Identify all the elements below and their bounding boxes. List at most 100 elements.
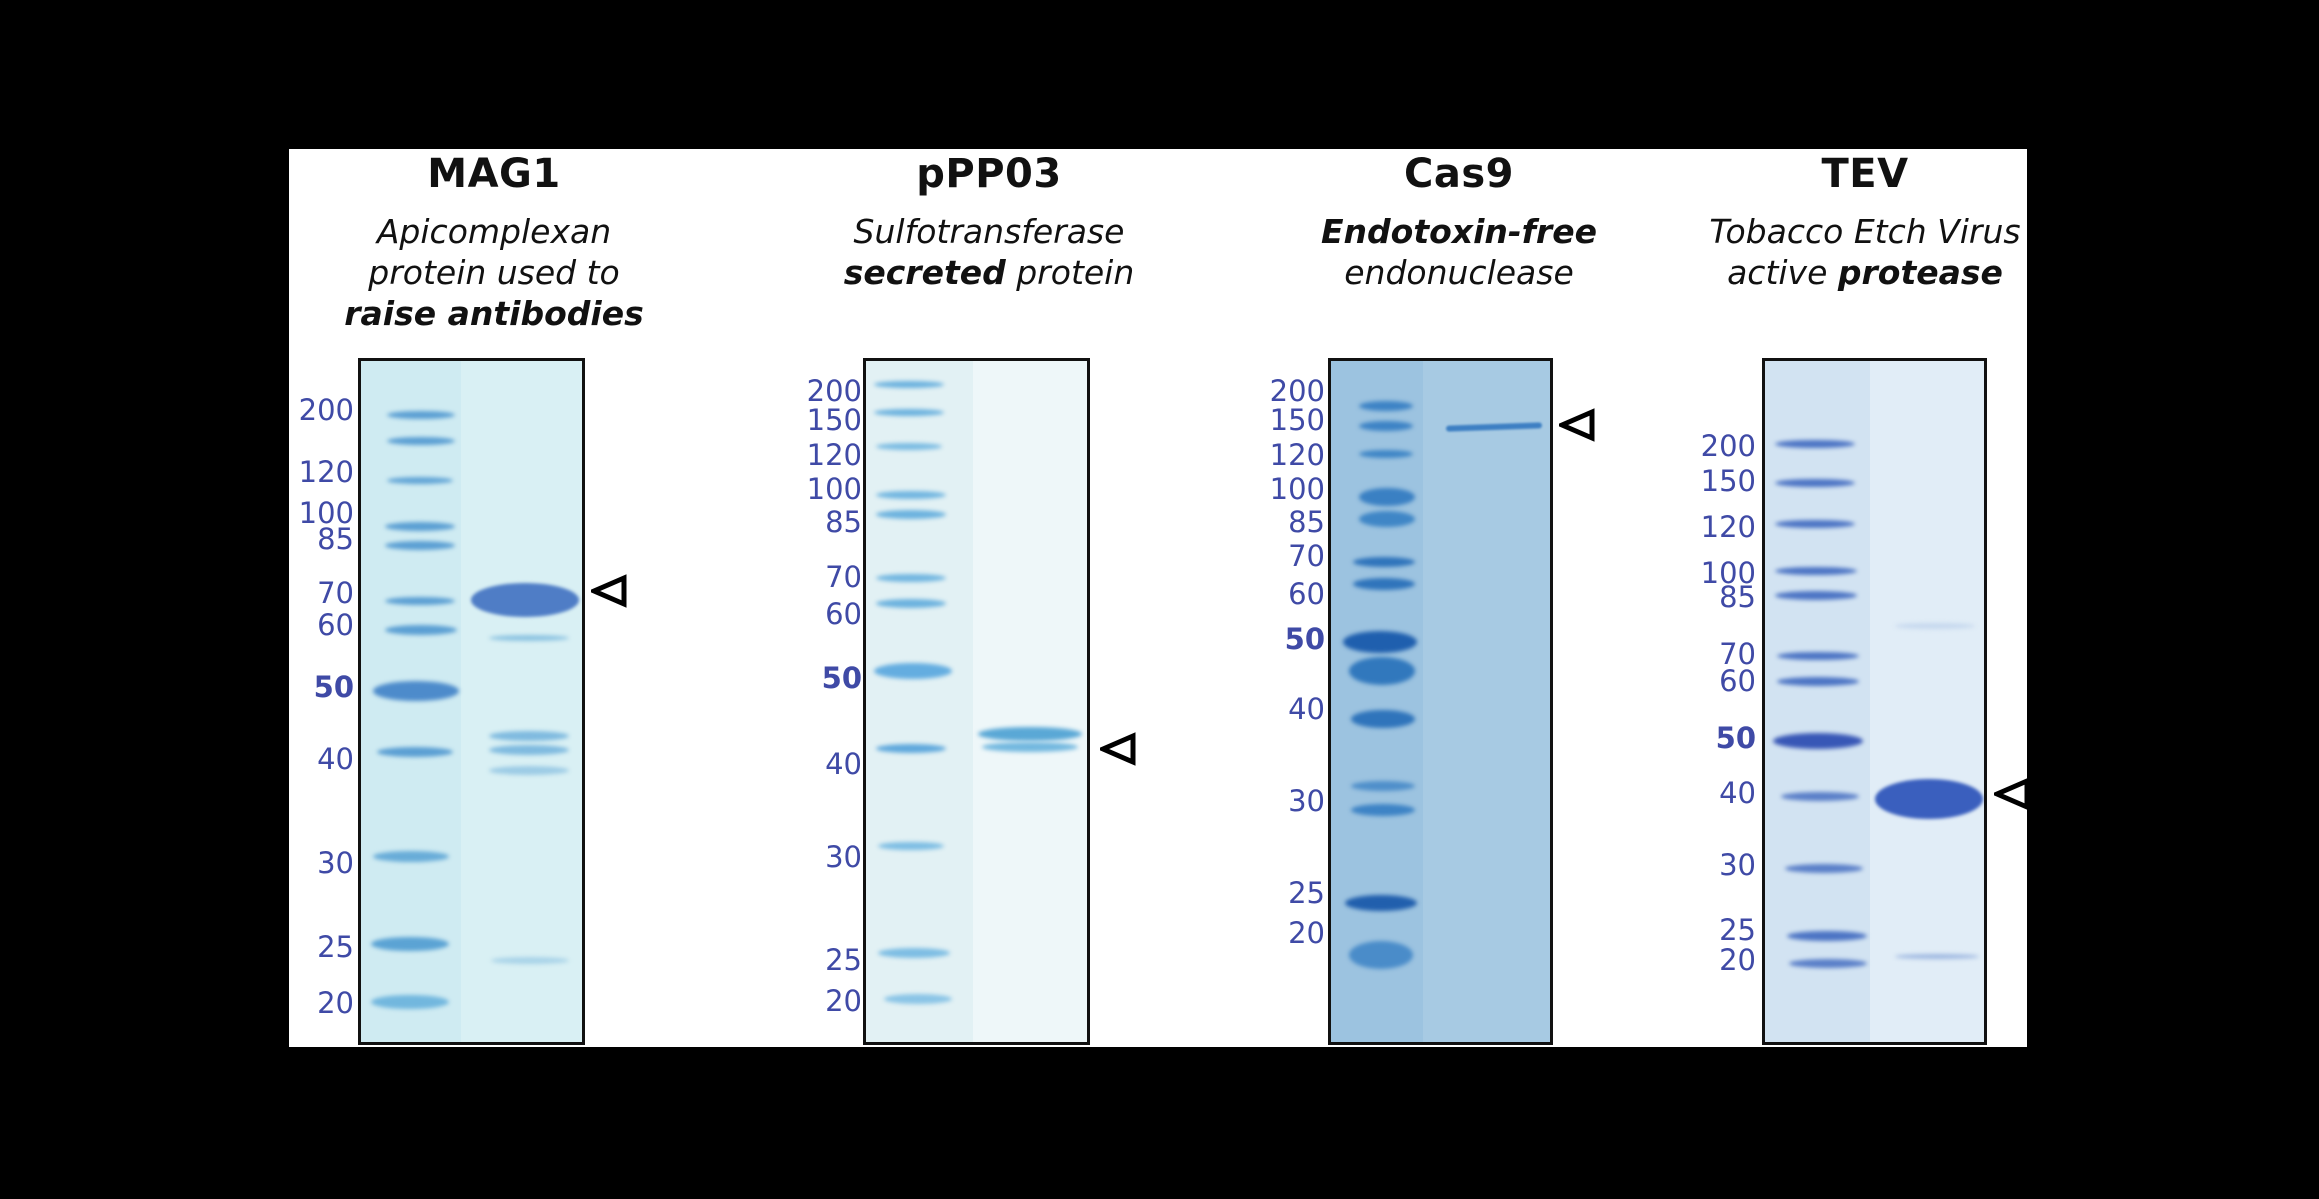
gel-column-mag1: MAG1 Apicomplexan protein used to raise … [289,149,719,1047]
ladder-label: 60 [1719,664,1756,698]
gel-title: MAG1 [427,151,561,197]
ladder-band [1349,657,1415,685]
ladder-label: 100 [1269,472,1325,506]
ladder-label: 40 [317,742,354,776]
ladder-label: 100 [806,472,862,506]
sample-band [1895,623,1975,629]
target-band-arrow-icon [1100,732,1136,766]
ladder-lane [1331,361,1423,1042]
description-line: active protease [1673,252,2057,293]
gel-image [863,358,1090,1045]
ladder-label: 20 [317,986,354,1020]
ladder-label: 70 [317,576,354,610]
gel-title: TEV [1821,151,1909,197]
target-band [978,727,1082,741]
ladder-label: 60 [1288,577,1325,611]
ladder-band [1359,421,1413,431]
sample-lane [1423,361,1550,1042]
ladder-band [1777,652,1859,660]
ladder-band [876,491,946,499]
sample-band [489,635,569,641]
ladder-label: 100 [298,496,354,530]
ladder-band [884,994,952,1004]
description-text: active [1727,253,1838,292]
ladder-band [1785,864,1863,873]
description-line: secreted protein [769,252,1209,293]
ladder-band [1351,804,1415,816]
gel-title: pPP03 [916,151,1062,197]
ladder-label: 20 [1719,943,1756,977]
ladder-band [1777,677,1859,686]
ladder-band [1343,631,1417,653]
ladder-label: 30 [317,846,354,880]
ladder-band [874,409,944,416]
ladder-label: 40 [1288,692,1325,726]
ladder-label: 40 [825,747,862,781]
description-line: Sulfotransferase [853,212,1125,251]
ladder-band [1353,557,1415,567]
ladder-band [385,597,455,605]
ladder-label: 85 [825,505,862,539]
ladder-label: 120 [298,455,354,489]
ladder-label: 120 [1700,510,1756,544]
ladder-band [373,681,459,701]
sample-band [489,766,569,775]
ladder-lane [1765,361,1870,1042]
ladder-label: 120 [1269,438,1325,472]
gel-description: Tobacco Etch Virus active protease [1673,211,2057,293]
ladder-label: 25 [1288,876,1325,910]
ladder-band [1775,591,1857,600]
ladder-label: 200 [1700,429,1756,463]
ladder-label: 20 [825,984,862,1018]
sample-lane [461,361,582,1042]
ladder-band [876,574,946,582]
ladder-band [1789,959,1867,968]
ladder-label: 200 [806,374,862,408]
ladder-label: 100 [1700,556,1756,590]
ladder-band [1775,520,1855,528]
ladder-band [1775,567,1857,575]
ladder-label: 200 [298,393,354,427]
ladder-band [1359,401,1413,411]
ladder-label: 70 [1719,637,1756,671]
description-line: protein used to [368,253,620,292]
gel-image [1328,358,1553,1045]
ladder-band [1781,792,1859,801]
ladder-label: 25 [825,943,862,977]
ladder-band [387,477,453,484]
ladder-label: 85 [1719,580,1756,614]
target-band-arrow-icon [1994,777,2030,811]
ladder-label-bold: 50 [313,670,354,704]
ladder-label: 70 [1288,539,1325,573]
ladder-label-bold: 50 [1284,622,1325,656]
ladder-band [1775,479,1855,487]
ladder-label: 30 [1719,848,1756,882]
ladder-band [385,522,455,531]
ladder-band [1359,450,1413,458]
ladder-label: 150 [806,403,862,437]
ladder-band [371,995,449,1009]
ladder-band [878,948,950,958]
description-line: Apicomplexan [376,212,612,251]
description-text: protein [1005,253,1135,292]
ladder-band [876,599,946,608]
ladder-band [874,381,944,388]
ladder-band [1359,511,1415,527]
gel-column-cas9: Cas9 Endotoxin-free endonuclease 200 150 [1249,149,1679,1047]
ladder-label: 70 [825,560,862,594]
sample-band [489,745,569,755]
ladder-band [1351,781,1415,791]
ladder-label: 120 [806,438,862,472]
ladder-band [373,851,449,862]
target-band-arrow-icon [1559,408,1595,442]
ladder-band [1775,440,1855,448]
ladder-band [1349,941,1413,969]
gel-description: Sulfotransferase secreted protein [769,211,1209,293]
ladder-band [387,437,455,445]
sample-band [489,731,569,741]
target-band-lower [982,742,1078,752]
target-band-arrow-icon [591,574,627,608]
gel-description: Endotoxin-free endonuclease [1239,211,1679,293]
ladder-lane [866,361,973,1042]
ladder-label-bold: 50 [821,661,862,695]
